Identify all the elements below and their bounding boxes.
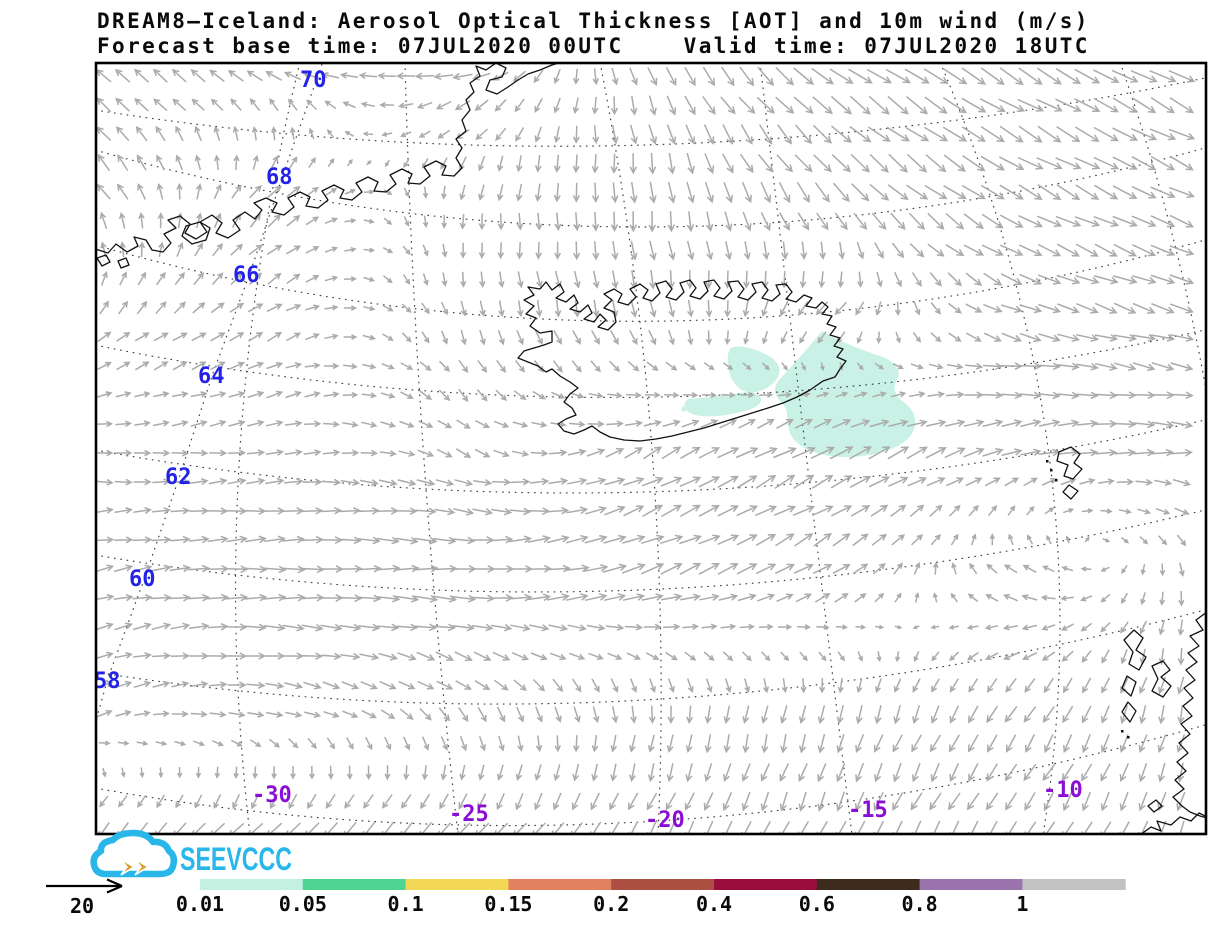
colorbar-segment-4: [611, 879, 715, 890]
lon-label-25: -25: [449, 802, 489, 827]
lat-label-62: 62: [165, 465, 192, 490]
island-faroe-0: [1056, 446, 1083, 480]
graticule-dotted-lines: [97, 64, 1205, 833]
plot-title: DREAM8—Iceland: Aerosol Optical Thicknes…: [97, 9, 1090, 33]
map-frame: [94, 61, 1208, 836]
island-hebrides-0: [1123, 629, 1147, 671]
colorbar-tick-0.2: 0.2: [593, 892, 629, 916]
lat-label-60: 60: [129, 567, 156, 592]
coastline-iceland: [517, 279, 847, 442]
colorbar-segment-1: [302, 879, 407, 890]
coastlines: [97, 64, 1205, 833]
colorbar-tick-1: 1: [1016, 892, 1028, 916]
seevccc-logo: SEEVCCC: [90, 829, 292, 878]
logo-cloud-icon: [90, 829, 178, 878]
islet-faroe-dot-1: [1055, 479, 1058, 482]
island-hebrides-4: [1147, 799, 1163, 813]
lat-label-70: 70: [300, 68, 327, 93]
lon-label-10: -10: [1043, 778, 1083, 803]
colorbar-tick-0.01: 0.01: [176, 892, 224, 916]
colorbar-segment-3: [508, 879, 612, 890]
coastline-scotland: [1172, 612, 1205, 819]
island-faroe-1: [1062, 484, 1079, 500]
islet-faroe-dot-2: [1046, 460, 1049, 463]
lon-label-15: -15: [848, 798, 888, 823]
island-greenland-0: [97, 254, 111, 267]
reference-arrow-icon: [46, 878, 123, 894]
colorbar-tick-0.15: 0.15: [484, 892, 532, 916]
island-hebrides-2: [1121, 701, 1137, 723]
aot-colorbar: 0.01 0.05 0.1 0.15 0.2 0.4 0.6 0.8 1: [176, 879, 1126, 916]
colorbar-segment-6: [816, 879, 921, 890]
colorbar-tick-0.05: 0.05: [279, 892, 327, 916]
logo-arrow-icon: [120, 858, 150, 876]
lat-label-58: 58: [94, 669, 121, 694]
aot-contour-1: [727, 346, 780, 393]
islet-hebrides-dot-1: [1127, 736, 1130, 739]
colorbar-tick-0.4: 0.4: [696, 892, 732, 916]
coastline-greenland: [97, 64, 558, 254]
colorbar-segment-5: [714, 879, 818, 890]
island-greenland-1: [117, 257, 130, 269]
aot-contour-2: [684, 392, 762, 417]
wind-reference-key: 20: [46, 878, 123, 918]
islet-hebrides-dot-0: [1121, 730, 1124, 733]
colorbar-segment-0: [200, 879, 304, 890]
colorbar-segment-2: [405, 879, 509, 890]
latlon-graticule: [97, 64, 1205, 833]
lon-label-20: -20: [645, 808, 685, 833]
colorbar-segment-7: [919, 879, 1023, 890]
islet-faroe-dot-0: [1050, 469, 1053, 472]
lat-label-68: 68: [266, 165, 293, 190]
aot-contour-dot: [681, 406, 687, 412]
lat-label-66: 66: [233, 263, 260, 288]
lat-label-64: 64: [198, 364, 225, 389]
lon-label-30: -30: [252, 783, 292, 808]
logo-text: SEEVCCC: [180, 841, 292, 877]
colorbar-tick-0.1: 0.1: [388, 892, 424, 916]
plot-subtitle-times: Forecast base time: 07JUL2020 00UTC Vali…: [97, 34, 1090, 58]
island-hebrides-3: [1151, 660, 1172, 698]
geo-labels: 70 68 66 64 62 60 58 -30 -25 -20 -15 -10: [94, 68, 1083, 833]
colorbar-tick-0.8: 0.8: [902, 892, 938, 916]
colorbar-segment-8: [1022, 879, 1126, 890]
coastline-greenland-fjord: [181, 221, 211, 245]
wind-arrow-field: [97, 66, 1196, 833]
colorbar-tick-0.6: 0.6: [799, 892, 835, 916]
island-hebrides-1: [1121, 675, 1137, 697]
reference-speed-label: 20: [70, 894, 94, 918]
coastline-ireland: [1141, 812, 1205, 833]
wind-arrows: [97, 66, 1196, 833]
